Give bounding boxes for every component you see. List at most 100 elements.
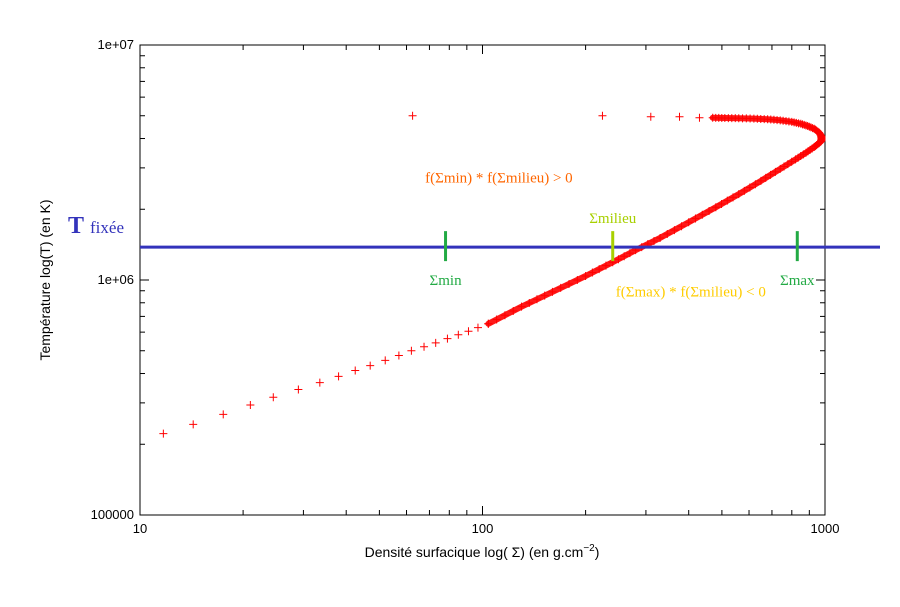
data-point [420, 342, 429, 351]
curve-group [484, 113, 826, 328]
curve-plus-mark [745, 183, 754, 192]
curve-plus-mark [677, 222, 686, 231]
data-point [334, 372, 343, 381]
curve-plus-mark [723, 196, 732, 205]
curve-plus-mark [804, 147, 813, 156]
curve-plus-mark [663, 230, 672, 239]
annotation-min: f(Σmin) * f(Σmilieu) > 0 [425, 170, 573, 186]
curve-plus-mark [801, 121, 810, 130]
curve-plus-mark [717, 199, 726, 208]
curve-plus-mark [573, 275, 582, 284]
curve-plus-mark [801, 148, 810, 157]
curve-plus-mark [649, 236, 658, 245]
x-tick-label: 1000 [811, 521, 840, 536]
curve-plus-mark [540, 291, 549, 300]
data-point [675, 112, 684, 121]
curve-plus-mark [656, 233, 665, 242]
x-tick-label: 10 [133, 521, 147, 536]
data-point [484, 319, 493, 328]
curve-plus-mark [805, 122, 814, 131]
curve-plus-mark [532, 295, 541, 304]
curve-plus-mark [581, 271, 590, 280]
curve-plus-mark [565, 279, 574, 288]
data-point [464, 327, 473, 336]
curve-plus-mark [525, 298, 534, 307]
curve-plus-mark [500, 311, 509, 320]
markers-group: Σmin Σmilieu Σmax [430, 211, 816, 289]
curve-plus-mark [761, 173, 770, 182]
data-point [454, 330, 463, 339]
curve-plus-mark [734, 190, 743, 199]
curve-plus-mark [806, 123, 815, 132]
curve-plus-mark [711, 203, 720, 212]
curve-plus-mark [756, 176, 765, 185]
data-point [598, 111, 607, 120]
x-axis-label-sup: −2 [583, 543, 595, 554]
curve-plus-mark [808, 124, 817, 133]
curve-plus-mark [810, 124, 819, 133]
y-tick-label: 100000 [91, 507, 134, 522]
x-axis-label-main: Densité surfacique log( Σ) (en g.cm [365, 544, 584, 560]
curve-plus-mark [556, 283, 565, 292]
axis-ticks: 10 100 1000 100000 1e+06 1e+07 [91, 37, 840, 536]
data-point [294, 385, 303, 394]
curve-plus-mark [548, 287, 557, 296]
annotation-max: f(Σmax) * f(Σmilieu) < 0 [616, 285, 766, 301]
data-point [315, 378, 324, 387]
sigma-max-marker-label: Σmax [780, 273, 815, 289]
data-point [443, 334, 452, 343]
y-tick-label: 1e+06 [97, 272, 134, 287]
y-axis-label: Température log(T) (en K) [37, 199, 53, 360]
data-point [219, 410, 228, 419]
curve-plus-mark [751, 180, 760, 189]
data-point [394, 351, 403, 360]
x-axis-label: Densité surfacique log( Σ) (en g.cm−2) [365, 543, 600, 560]
x-axis-label-end: ) [595, 544, 600, 560]
curve-plus-mark [798, 120, 807, 129]
points-group [159, 111, 717, 438]
curve-plus-mark [620, 252, 629, 261]
curve-plus-mark [771, 167, 780, 176]
curve-plus-mark [684, 218, 693, 227]
curve-plus-mark [595, 265, 604, 274]
x-tick-label: 100 [472, 521, 494, 536]
curve-plus-mark [670, 226, 679, 235]
data-point [708, 113, 717, 122]
curve-plus-mark [588, 268, 597, 277]
data-point [246, 400, 255, 409]
curve-plus-mark [705, 207, 714, 216]
sigma-min-marker-label: Σmin [430, 273, 463, 289]
curve-plus-mark [492, 315, 501, 324]
curve-plus-mark [691, 214, 700, 223]
annotations-group: f(Σmin) * f(Σmilieu) > 0 f(Σmax) * f(Σmil… [425, 170, 766, 300]
curve-plus-mark [803, 122, 812, 131]
data-point [366, 361, 375, 370]
curve-plus-mark [740, 186, 749, 195]
curve-plus-mark [614, 255, 623, 264]
data-point [695, 113, 704, 122]
t-fixee-big: T [68, 213, 84, 239]
data-point [473, 323, 482, 332]
curve-plus-mark [517, 302, 526, 311]
data-point [269, 393, 278, 402]
data-point [381, 356, 390, 365]
sigma-milieu-marker-label: Σmilieu [589, 211, 637, 227]
curve-plus-mark [729, 193, 738, 202]
curve-plus-mark [766, 170, 775, 179]
data-point [351, 366, 360, 375]
curve-plus-mark [806, 145, 815, 154]
y-tick-label: 1e+07 [97, 37, 134, 52]
curve-plus-mark [698, 210, 707, 219]
data-point [159, 429, 168, 438]
curve-plus-mark [601, 261, 610, 270]
data-point [431, 338, 440, 347]
data-point [408, 111, 417, 120]
data-point [407, 346, 416, 355]
data-point [189, 420, 198, 429]
curve-plus-mark [509, 306, 518, 315]
t-fixee-small: fixée [90, 218, 124, 237]
data-point [646, 112, 655, 121]
curve-plus-mark [800, 120, 809, 129]
